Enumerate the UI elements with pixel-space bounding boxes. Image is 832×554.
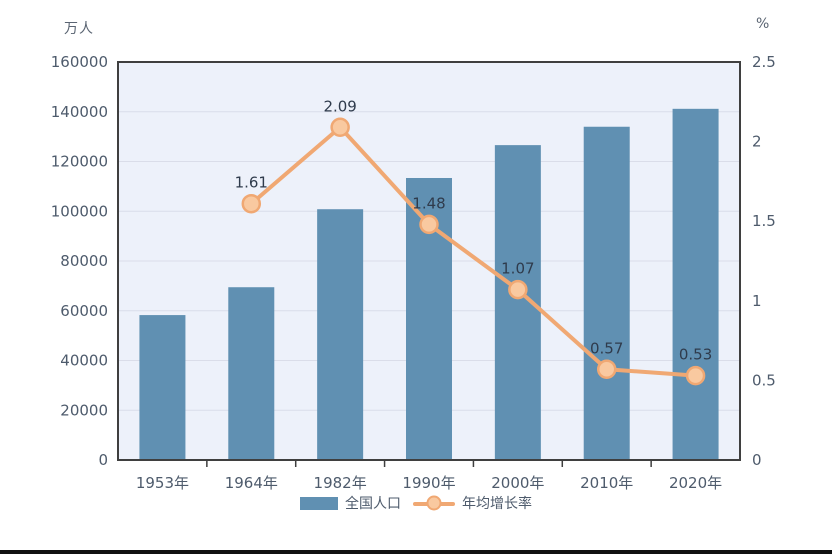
growth-rate-data-label: 1.07 <box>501 260 534 278</box>
plot-border <box>117 61 741 461</box>
left-axis-tick-label: 100000 <box>51 202 108 220</box>
legend-label-growth-rate: 年均增长率 <box>462 496 532 512</box>
left-axis-tick-label: 140000 <box>51 103 108 121</box>
growth-rate-data-label: 0.53 <box>679 346 712 364</box>
right-axis-tick-label: 2.5 <box>752 53 776 71</box>
growth-rate-marker-1990年[interactable] <box>419 214 439 235</box>
x-axis-category-label: 2000年 <box>491 474 544 492</box>
x-axis-category-label: 1964年 <box>225 474 278 492</box>
left-axis-tick-label: 80000 <box>60 252 108 270</box>
legend-line-marker-icon <box>426 495 442 511</box>
growth-rate-data-label: 2.09 <box>323 97 356 115</box>
growth-rate-marker-1982年[interactable] <box>330 117 350 138</box>
left-axis-tick-label: 0 <box>98 451 108 469</box>
x-axis-category-label: 2010年 <box>580 474 633 492</box>
left-axis-tick-label: 40000 <box>60 352 108 370</box>
left-axis-tick-label: 160000 <box>51 53 108 71</box>
bar-series-swatch <box>300 496 338 510</box>
legend-item-growth-rate[interactable]: 年均增长率 <box>413 493 532 513</box>
right-axis-tick-label: 2 <box>752 133 762 151</box>
page-bottom-edge <box>0 550 832 554</box>
x-axis-category-label: 1990年 <box>402 474 455 492</box>
growth-rate-marker-2010年[interactable] <box>596 359 617 380</box>
growth-rate-data-label: 0.57 <box>590 339 623 357</box>
bar-1953年[interactable] <box>139 315 186 460</box>
growth-rate-data-label: 1.48 <box>412 194 445 212</box>
left-axis-tick-label: 20000 <box>60 401 108 419</box>
bar-1982年[interactable] <box>317 209 364 460</box>
bar-2020年[interactable] <box>672 108 719 460</box>
growth-rate-marker-2020年[interactable] <box>685 365 706 386</box>
right-axis-tick-label: 0.5 <box>752 371 776 389</box>
left-axis-tick-label: 120000 <box>51 153 108 171</box>
right-axis-tick-label: 1 <box>752 292 762 310</box>
x-axis-category-label: 1953年 <box>136 474 189 492</box>
right-axis-unit-label: % <box>756 16 771 32</box>
bar-2010年[interactable] <box>583 126 630 460</box>
growth-rate-data-label: 1.61 <box>235 174 268 192</box>
x-axis-category-label: 2020年 <box>669 474 722 492</box>
legend-label-population: 全国人口 <box>345 496 401 512</box>
x-axis-category-label: 1982年 <box>314 474 367 492</box>
right-axis-tick-label: 1.5 <box>752 212 776 230</box>
growth-rate-marker-2000年[interactable] <box>508 279 528 300</box>
right-axis-tick-label: 0 <box>752 451 762 469</box>
left-axis-tick-label: 60000 <box>60 302 108 320</box>
legend-item-population[interactable]: 全国人口 <box>300 493 401 513</box>
line-series-swatch <box>413 495 455 511</box>
left-axis-unit-label: 万人 <box>64 21 94 37</box>
growth-rate-line <box>249 125 698 378</box>
chart-legend: 全国人口 年均增长率 <box>0 492 832 514</box>
bar-1964年[interactable] <box>228 287 275 460</box>
growth-rate-marker-1964年[interactable] <box>241 193 262 214</box>
